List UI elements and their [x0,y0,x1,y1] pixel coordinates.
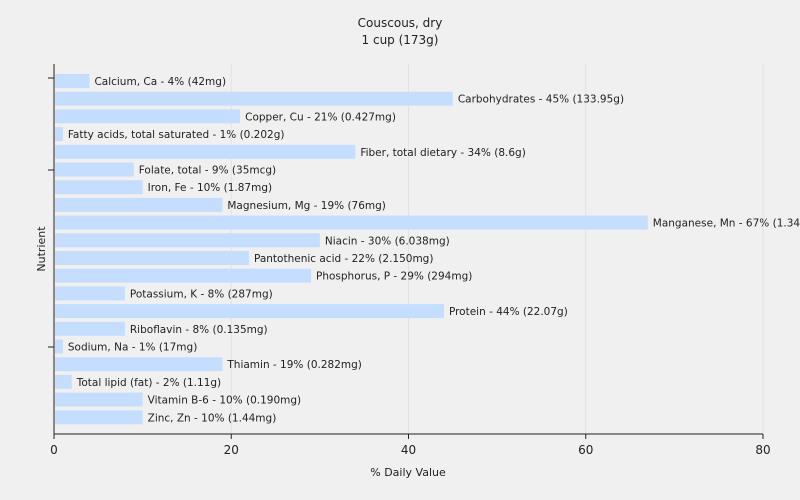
x-tick-label: 20 [224,443,239,457]
bar [55,162,134,177]
bar [55,392,143,407]
bar [55,233,320,248]
bar-label: Pantothenic acid - 22% (2.150mg) [254,253,433,265]
bar [55,286,125,301]
bar [55,268,312,283]
bar [55,410,143,425]
bar [55,144,356,159]
bar [55,251,249,265]
bar-label: Riboflavin - 8% (0.135mg) [130,324,268,336]
chart-subtitle: 1 cup (173g) [362,33,439,47]
bar-label: Fatty acids, total saturated - 1% (0.202… [68,129,285,141]
bar [55,304,444,319]
bar-label: Magnesium, Mg - 19% (76mg) [227,200,386,212]
y-axis-label: Nutrient [35,226,48,272]
gridlines [230,64,764,434]
bar-label: Vitamin B-6 - 10% (0.190mg) [148,395,302,407]
bar-label: Folate, total - 9% (35mcg) [139,165,276,177]
x-tick-label: 80 [755,443,770,457]
bar-label: Niacin - 30% (6.038mg) [325,235,450,247]
bar [55,197,223,212]
bar [55,339,63,354]
bar-label: Total lipid (fat) - 2% (1.11g) [76,377,221,389]
chart-title: Couscous, dry [358,16,443,30]
bar-label: Carbohydrates - 45% (133.95g) [458,94,624,106]
bar [55,357,223,372]
x-axis-label: % Daily Value [370,466,446,479]
bar [55,127,63,142]
bar-label: Phosphorus, P - 29% (294mg) [316,271,472,283]
x-tick-label: 60 [578,443,593,457]
bar-label: Zinc, Zn - 10% (1.44mg) [148,412,277,424]
bar [55,91,453,106]
bar-label: Calcium, Ca - 4% (42mg) [94,76,226,88]
bar [55,374,72,389]
bar-label: Copper, Cu - 21% (0.427mg) [245,111,396,123]
bar-label: Protein - 44% (22.07g) [449,306,568,318]
bar-label: Potassium, K - 8% (287mg) [130,288,273,300]
bar-label: Fiber, total dietary - 34% (8.6g) [360,147,525,159]
bar-label: Thiamin - 19% (0.282mg) [226,359,362,371]
x-ticks: 0 20 40 60 80 [50,434,771,457]
x-tick-label: 40 [401,443,416,457]
bar [55,180,143,195]
bar [55,74,90,88]
bar [55,321,125,336]
bar-labels: Calcium, Ca - 4% (42mg) Carbohydrates - 4… [68,76,800,424]
bar [55,109,241,124]
bar-label: Sodium, Na - 1% (17mg) [68,342,197,354]
bars [55,74,648,425]
bar [55,215,648,230]
x-tick-label: 0 [50,443,58,457]
bar-label: Iron, Fe - 10% (1.87mg) [148,182,272,194]
bar-label: Manganese, Mn - 67% (1.349mg) [653,218,800,230]
